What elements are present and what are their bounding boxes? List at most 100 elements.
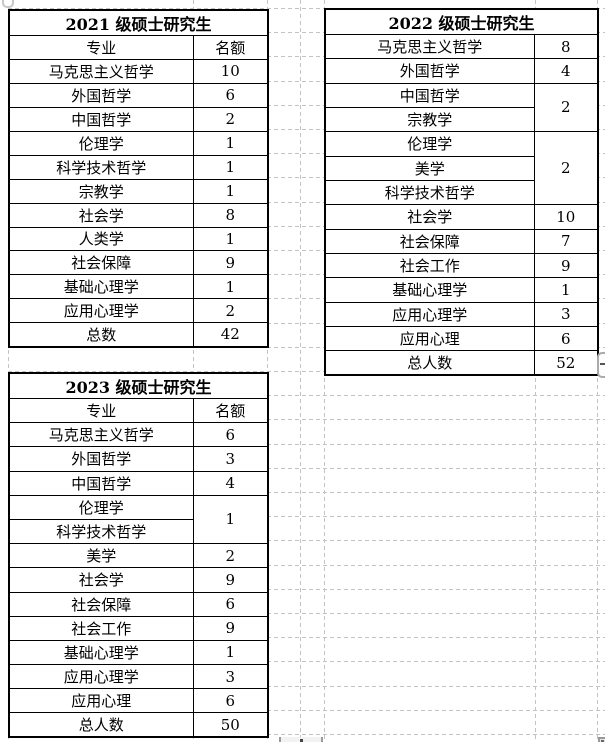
cell-quota[interactable]: 1 bbox=[192, 639, 269, 666]
cell-specialty[interactable]: 中国哲学 bbox=[8, 106, 194, 132]
cell-quota[interactable]: 4 bbox=[533, 58, 599, 84]
table-row: 专业 名额 bbox=[8, 397, 269, 424]
cell-total-value[interactable]: 52 bbox=[533, 350, 599, 376]
gridline-horizontal bbox=[8, 565, 605, 566]
cell-specialty[interactable]: 社会保障 bbox=[324, 228, 535, 254]
minus-icon bbox=[600, 363, 605, 365]
cell-specialty[interactable]: 伦理学 bbox=[8, 494, 194, 520]
cell-specialty[interactable]: 伦理学 bbox=[8, 130, 194, 156]
cell-specialty[interactable]: 马克思主义哲学 bbox=[8, 58, 194, 84]
table-row: 2021 级硕士研究生 bbox=[8, 9, 269, 36]
cell-quota[interactable]: 1 bbox=[192, 154, 269, 180]
header-quota-cell[interactable]: 名额 bbox=[192, 397, 269, 424]
cell-specialty[interactable]: 人类学 bbox=[8, 226, 194, 252]
cell-quota[interactable]: 2 bbox=[192, 106, 269, 132]
cell-specialty[interactable]: 科学技术哲学 bbox=[8, 154, 194, 180]
gridline-horizontal bbox=[8, 129, 605, 130]
cell-specialty[interactable]: 社会保障 bbox=[8, 250, 194, 276]
cell-quota[interactable]: 9 bbox=[192, 615, 269, 641]
cell-quota[interactable]: 9 bbox=[192, 567, 269, 593]
table-row: 人类学 1 bbox=[8, 226, 269, 252]
cell-quota[interactable]: 1 bbox=[192, 226, 269, 252]
cell-quota-merged[interactable]: 1 bbox=[192, 494, 269, 545]
cell-specialty[interactable]: 宗教学 bbox=[324, 106, 535, 133]
table-title-cell[interactable]: 2023 级硕士研究生 bbox=[8, 372, 269, 399]
cell-quota[interactable]: 9 bbox=[192, 250, 269, 276]
cell-specialty[interactable]: 社会学 bbox=[8, 567, 194, 593]
cell-quota[interactable]: 10 bbox=[192, 58, 269, 84]
table-2021-masters: 2021 级硕士研究生 专业 名额 马克思主义哲学 10 外国哲学 6 中国哲学 2 … bbox=[8, 9, 270, 348]
cell-quota[interactable]: 9 bbox=[533, 252, 599, 279]
cell-total-value[interactable]: 42 bbox=[192, 322, 269, 348]
cell-quota[interactable]: 2 bbox=[192, 298, 269, 324]
cell-specialty[interactable]: 社会工作 bbox=[324, 252, 535, 279]
cell-quota[interactable]: 6 bbox=[192, 82, 269, 108]
cell-quota[interactable]: 6 bbox=[192, 422, 269, 448]
cell-quota[interactable]: 7 bbox=[533, 228, 599, 254]
cell-specialty[interactable]: 社会保障 bbox=[8, 591, 194, 617]
cell-specialty[interactable]: 美学 bbox=[8, 543, 194, 569]
cell-quota[interactable]: 10 bbox=[533, 204, 599, 230]
corner-box-fragment bbox=[598, 737, 605, 742]
cell-specialty[interactable]: 外国哲学 bbox=[8, 446, 194, 472]
cell-specialty[interactable]: 应用心理 bbox=[324, 325, 535, 352]
cell-specialty[interactable]: 外国哲学 bbox=[324, 58, 535, 84]
cell-quota[interactable]: 3 bbox=[192, 664, 269, 690]
floating-control-fragment[interactable] bbox=[597, 352, 605, 378]
cell-quota[interactable]: 1 bbox=[192, 274, 269, 300]
cell-quota[interactable]: 2 bbox=[192, 543, 269, 569]
header-specialty-cell[interactable]: 专业 bbox=[8, 397, 194, 424]
cell-specialty[interactable]: 宗教学 bbox=[8, 178, 194, 204]
table-row-total: 总数 42 bbox=[8, 322, 269, 348]
cell-total-label[interactable]: 总人数 bbox=[324, 350, 535, 376]
cell-specialty[interactable]: 伦理学 bbox=[324, 131, 535, 157]
cell-specialty[interactable]: 应用心理学 bbox=[8, 664, 194, 690]
header-specialty-cell[interactable]: 专业 bbox=[8, 35, 194, 60]
cell-specialty[interactable]: 社会学 bbox=[8, 202, 194, 228]
cell-specialty[interactable]: 科学技术哲学 bbox=[8, 518, 194, 545]
cell-specialty[interactable]: 外国哲学 bbox=[8, 82, 194, 108]
table-row: 外国哲学 3 bbox=[8, 446, 269, 472]
cell-specialty[interactable]: 基础心理学 bbox=[8, 639, 194, 666]
table-row: 社会保障 6 bbox=[8, 591, 269, 617]
cell-quota[interactable]: 8 bbox=[533, 33, 599, 60]
gridline-horizontal bbox=[8, 516, 605, 517]
cell-total-label[interactable]: 总人数 bbox=[8, 712, 194, 738]
cell-quota[interactable]: 6 bbox=[192, 591, 269, 617]
cell-quota[interactable]: 6 bbox=[533, 325, 599, 352]
cell-specialty[interactable]: 应用心理学 bbox=[324, 301, 535, 327]
cell-specialty[interactable]: 马克思主义哲学 bbox=[8, 422, 194, 448]
cell-quota[interactable]: 8 bbox=[192, 202, 269, 228]
cell-total-value[interactable]: 50 bbox=[192, 712, 269, 738]
cell-quota[interactable]: 3 bbox=[533, 301, 599, 327]
table-row-total: 总人数 52 bbox=[324, 350, 599, 376]
cell-quota[interactable]: 6 bbox=[192, 688, 269, 714]
table-row: 社会学 9 bbox=[8, 567, 269, 593]
gridline-vertical bbox=[193, 0, 194, 742]
table-row: 中国哲学 2 bbox=[8, 106, 269, 132]
cell-quota[interactable]: 1 bbox=[533, 277, 599, 303]
cell-specialty[interactable]: 社会工作 bbox=[8, 615, 194, 641]
cell-quota[interactable]: 1 bbox=[192, 130, 269, 156]
cell-quota[interactable]: 4 bbox=[192, 470, 269, 496]
cell-specialty[interactable]: 中国哲学 bbox=[324, 82, 535, 108]
cell-specialty[interactable]: 马克思主义哲学 bbox=[324, 33, 535, 60]
cell-specialty[interactable]: 科学技术哲学 bbox=[324, 179, 535, 206]
cell-specialty[interactable]: 社会学 bbox=[324, 204, 535, 230]
scrollbar-thumb-fragment[interactable] bbox=[279, 737, 323, 742]
cell-total-label[interactable]: 总数 bbox=[8, 322, 194, 348]
cell-quota[interactable]: 3 bbox=[192, 446, 269, 472]
table-title-cell[interactable]: 2021 级硕士研究生 bbox=[8, 9, 269, 36]
cell-quota[interactable]: 1 bbox=[192, 178, 269, 204]
cell-specialty[interactable]: 中国哲学 bbox=[8, 470, 194, 496]
cell-specialty[interactable]: 美学 bbox=[324, 155, 535, 181]
cell-specialty[interactable]: 应用心理学 bbox=[8, 298, 194, 324]
cell-quota-merged[interactable]: 2 bbox=[533, 82, 599, 133]
table-title-cell[interactable]: 2022 级硕士研究生 bbox=[324, 8, 599, 35]
header-quota-cell[interactable]: 名额 bbox=[192, 35, 269, 60]
cell-specialty[interactable]: 应用心理 bbox=[8, 688, 194, 714]
cell-quota-merged[interactable]: 2 bbox=[533, 131, 599, 206]
cell-specialty[interactable]: 基础心理学 bbox=[324, 277, 535, 303]
cell-specialty[interactable]: 基础心理学 bbox=[8, 274, 194, 300]
table-row: 应用心理学 2 bbox=[8, 298, 269, 324]
